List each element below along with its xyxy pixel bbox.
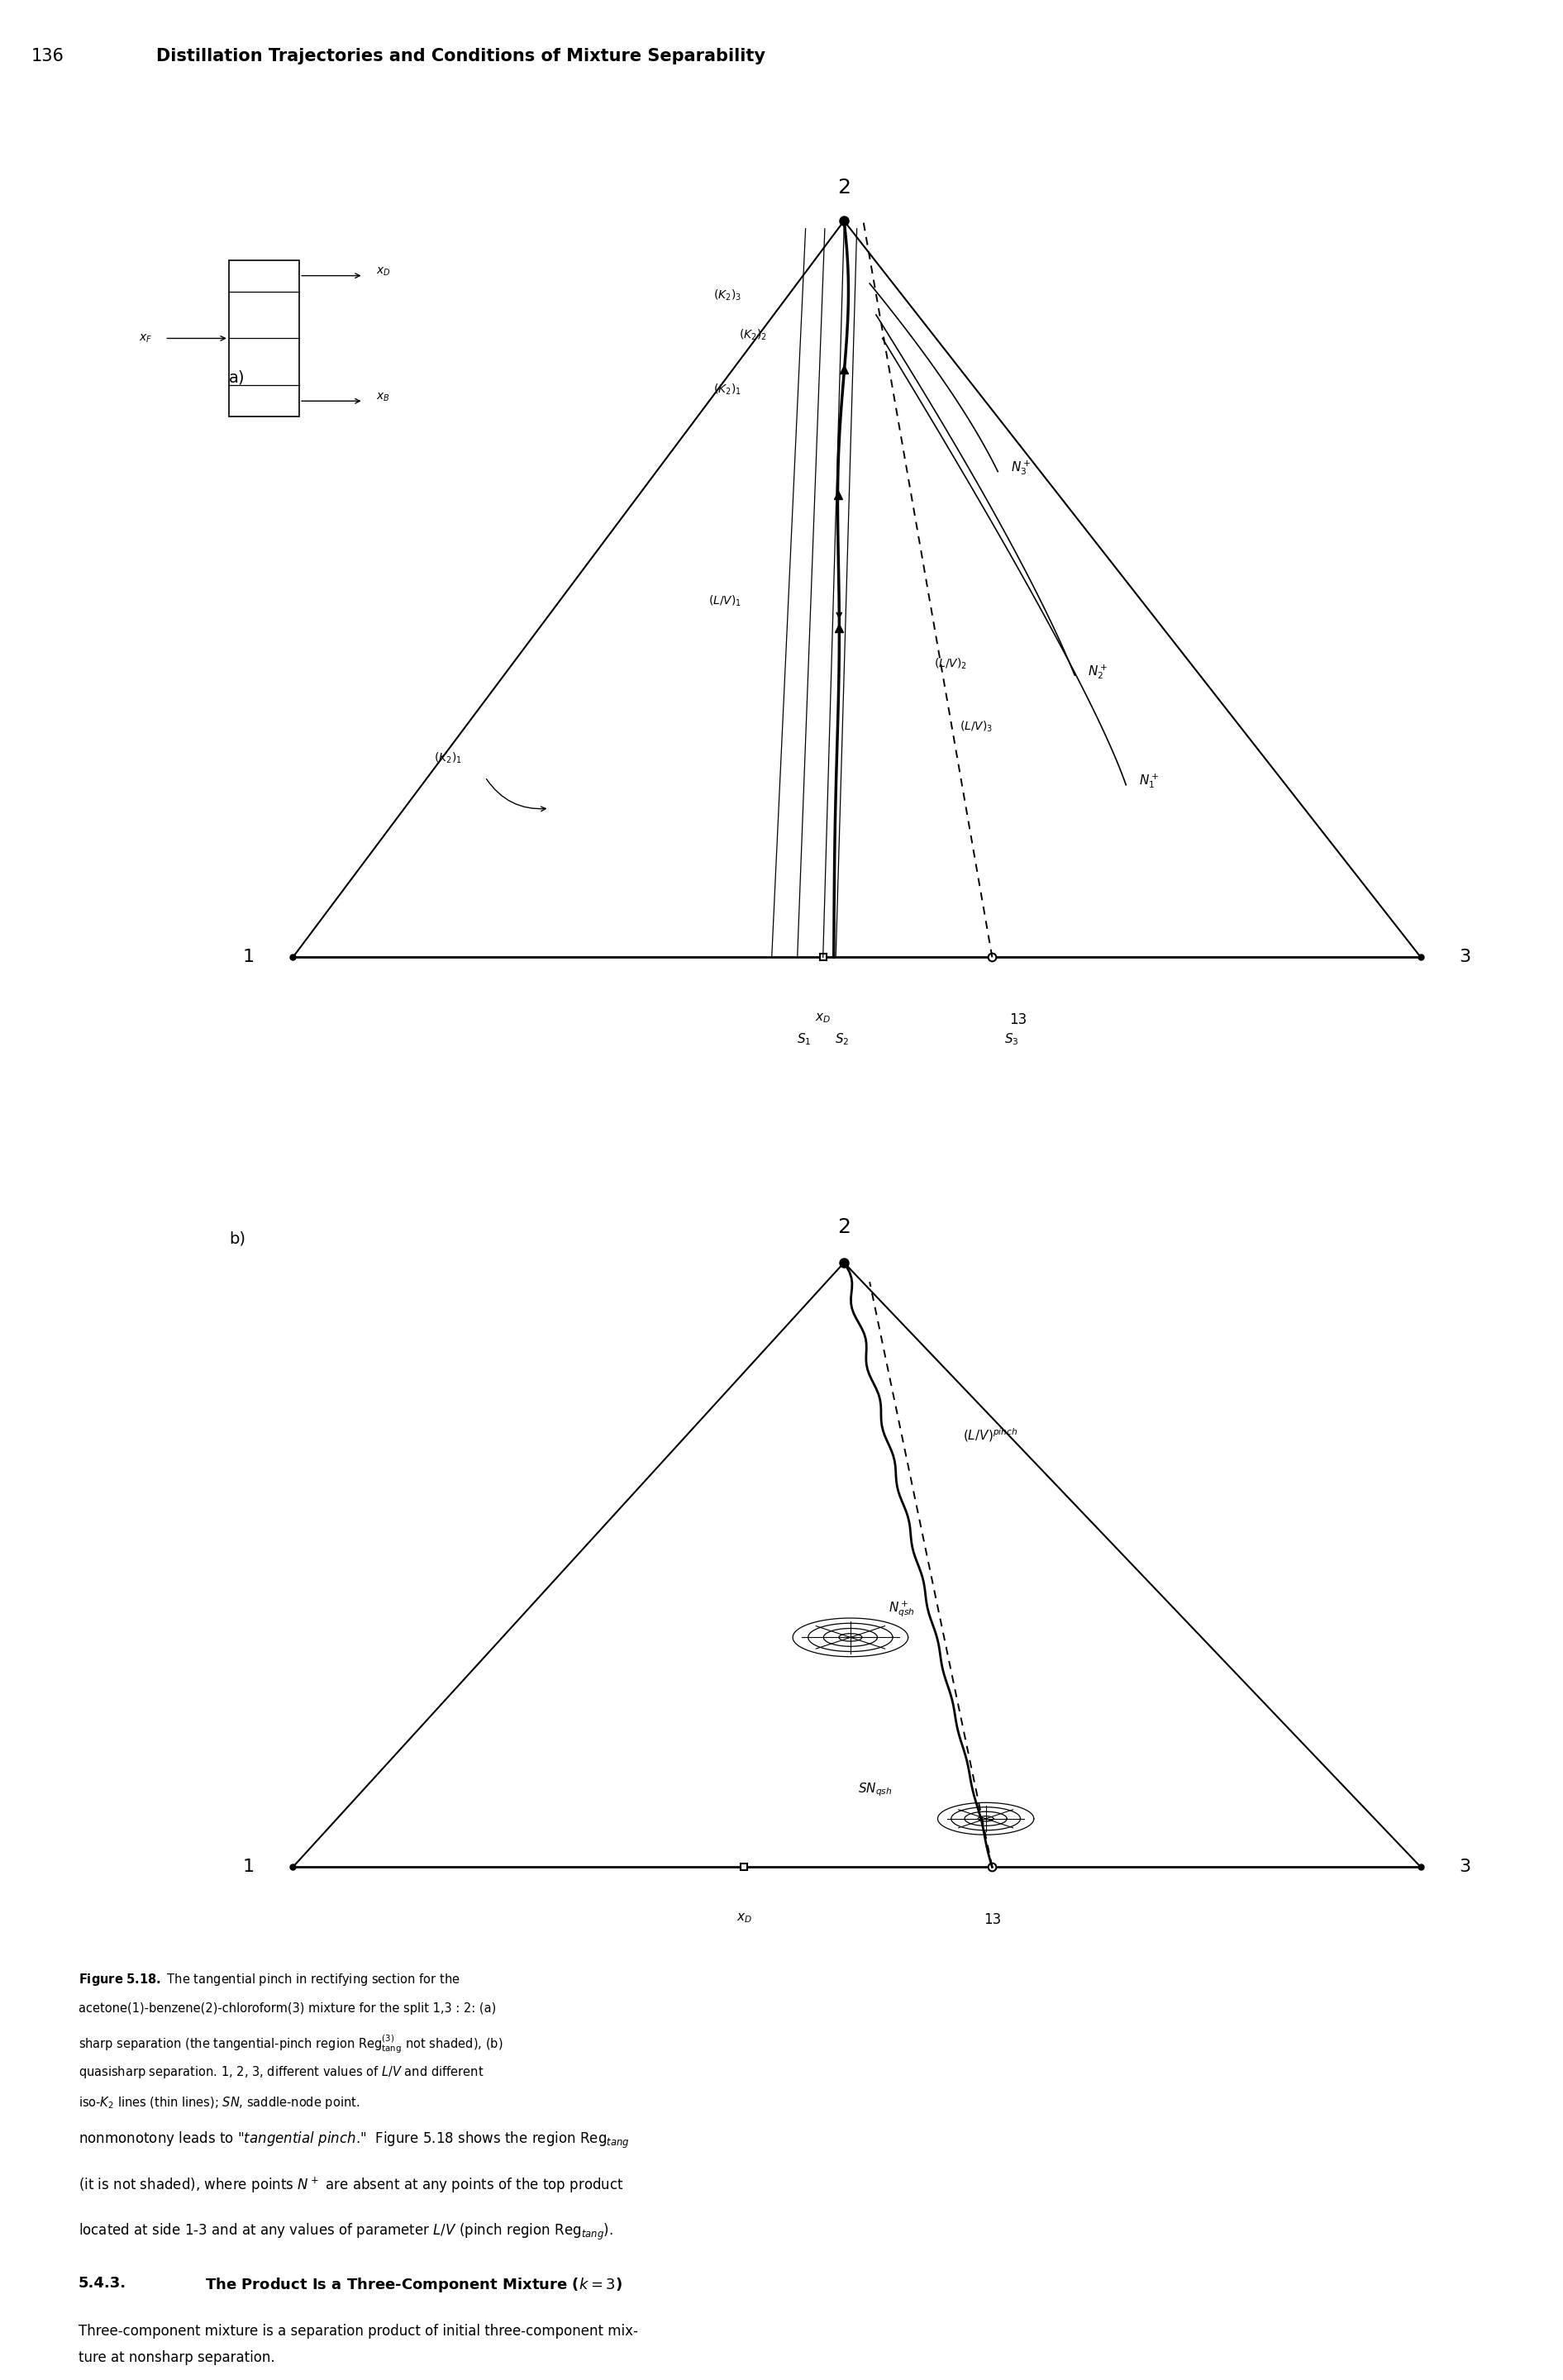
FancyBboxPatch shape — [228, 259, 299, 416]
Text: nonmonotony leads to "$\mathit{tangential\ pinch}$."  Figure 5.18 shows the regi: nonmonotony leads to "$\mathit{tangentia… — [78, 2130, 630, 2149]
Text: $(L/V)_2$: $(L/V)_2$ — [933, 657, 967, 671]
Text: located at side 1-3 and at any values of parameter $L/V$ (pinch region Reg$_{\ma: located at side 1-3 and at any values of… — [78, 2223, 613, 2242]
Text: 2: 2 — [838, 178, 850, 198]
Text: 1: 1 — [242, 950, 255, 966]
Text: 136: 136 — [31, 48, 64, 64]
Text: 13: 13 — [983, 1911, 1000, 1928]
Text: $x_D$: $x_D$ — [736, 1911, 752, 1925]
Text: iso-$K_2$ lines (thin lines); $SN$, saddle-node point.: iso-$K_2$ lines (thin lines); $SN$, sadd… — [78, 2094, 359, 2111]
Text: $S_3$: $S_3$ — [1003, 1033, 1019, 1047]
Text: 1: 1 — [242, 1859, 255, 1875]
Text: $(K_2)_1$: $(K_2)_1$ — [435, 750, 463, 764]
Text: Three-component mixture is a separation product of initial three-component mix-: Three-component mixture is a separation … — [78, 2325, 638, 2340]
Text: $(L/V)^{pinch}$: $(L/V)^{pinch}$ — [963, 1426, 1018, 1445]
Text: $N_3^+$: $N_3^+$ — [1011, 459, 1032, 476]
Text: quasisharp separation. 1, 2, 3, different values of $L/V$ and different: quasisharp separation. 1, 2, 3, differen… — [78, 2063, 483, 2080]
Text: $N^+_{qsh}$: $N^+_{qsh}$ — [889, 1599, 914, 1618]
Text: a): a) — [228, 369, 245, 386]
Text: 3: 3 — [1460, 1859, 1471, 1875]
Text: 3: 3 — [1460, 950, 1471, 966]
Text: The Product Is a Three-Component Mixture ($k = 3$): The Product Is a Three-Component Mixture… — [205, 2275, 622, 2294]
Text: $x_D$: $x_D$ — [816, 1011, 832, 1026]
Text: $x_F$: $x_F$ — [139, 333, 152, 345]
Text: sharp separation (the tangential-pinch region Reg$_{\rm tang}^{(3)}$ not shaded): sharp separation (the tangential-pinch r… — [78, 2033, 503, 2056]
Text: $(L/V)_1$: $(L/V)_1$ — [708, 595, 741, 609]
Text: 2: 2 — [838, 1216, 850, 1238]
Text: (it is not shaded), where points $N^+$ are absent at any points of the top produ: (it is not shaded), where points $N^+$ a… — [78, 2175, 624, 2194]
Text: $x_D$: $x_D$ — [377, 267, 391, 278]
Text: $SN_{qsh}$: $SN_{qsh}$ — [858, 1783, 892, 1799]
Text: $x_B$: $x_B$ — [377, 390, 391, 402]
Text: acetone(1)-benzene(2)-chloroform(3) mixture for the split 1,3 : 2: (a): acetone(1)-benzene(2)-chloroform(3) mixt… — [78, 2002, 495, 2016]
Text: $N_1^+$: $N_1^+$ — [1139, 771, 1160, 790]
Text: $(L/V)_3$: $(L/V)_3$ — [960, 719, 993, 733]
Text: b): b) — [228, 1230, 245, 1247]
Text: $S_1$: $S_1$ — [797, 1033, 811, 1047]
Text: $N_2^+$: $N_2^+$ — [1088, 662, 1108, 681]
Text: $S_2$: $S_2$ — [835, 1033, 849, 1047]
Text: $(K_2)_3$: $(K_2)_3$ — [713, 288, 741, 302]
Text: $(K_2)_2$: $(K_2)_2$ — [739, 328, 767, 343]
Text: $(K_2)_1$: $(K_2)_1$ — [713, 383, 741, 397]
Text: Distillation Trajectories and Conditions of Mixture Separability: Distillation Trajectories and Conditions… — [156, 48, 766, 64]
Text: ture at nonsharp separation.: ture at nonsharp separation. — [78, 2351, 275, 2366]
Text: 13: 13 — [1010, 1011, 1027, 1028]
Text: $\mathbf{Figure\ 5.18.}$ The tangential pinch in rectifying section for the: $\mathbf{Figure\ 5.18.}$ The tangential … — [78, 1971, 460, 1987]
Text: 5.4.3.: 5.4.3. — [78, 2275, 127, 2292]
